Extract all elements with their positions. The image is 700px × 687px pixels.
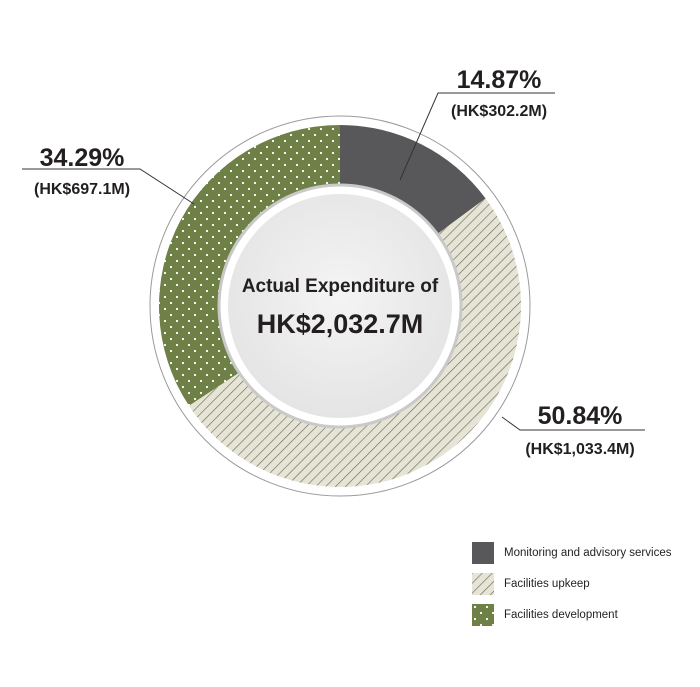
label-monitoring-amount: (HK$302.2M) (451, 103, 547, 120)
legend-item-monitoring: Monitoring and advisory services (472, 540, 671, 566)
legend-swatch-upkeep (472, 573, 494, 595)
center-disc (228, 194, 452, 418)
legend-item-upkeep: Facilities upkeep (472, 571, 671, 597)
outer-ring (149, 115, 531, 497)
label-upkeep-percent: 50.84% (538, 402, 623, 430)
chart-legend: Monitoring and advisory services Facilit… (472, 540, 671, 633)
center-total: HK$2,032.7M (257, 309, 424, 339)
legend-swatch-monitoring (472, 542, 494, 564)
label-development-amount: (HK$697.1M) (34, 181, 130, 198)
legend-item-development: Facilities development (472, 602, 671, 628)
label-monitoring-percent: 14.87% (457, 66, 542, 94)
label-upkeep-amount: (HK$1,033.4M) (525, 441, 634, 458)
legend-label-development: Facilities development (504, 609, 618, 621)
label-development-percent: 34.29% (40, 144, 125, 172)
leader-line-upkeep (501, 416, 645, 431)
legend-label-upkeep: Facilities upkeep (504, 578, 590, 590)
leader-line-development (22, 168, 195, 205)
center-title: Actual Expenditure of (242, 276, 439, 297)
legend-swatch-development (472, 604, 494, 626)
leader-line-monitoring (399, 92, 555, 181)
legend-label-monitoring: Monitoring and advisory services (504, 547, 672, 559)
